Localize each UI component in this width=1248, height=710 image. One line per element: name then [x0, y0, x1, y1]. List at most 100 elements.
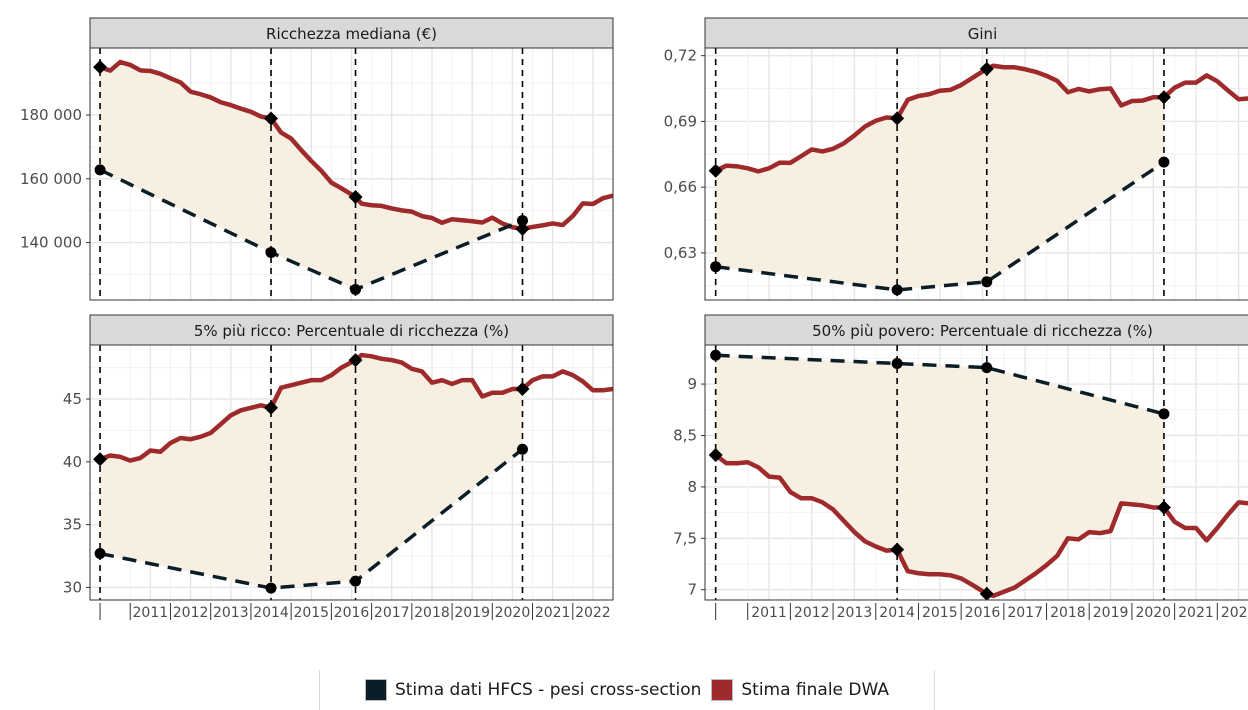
- hfcs-line: [99, 447, 524, 590]
- dwa-marker: [348, 353, 363, 368]
- y-tick-label: 0,66: [664, 178, 697, 196]
- hfcs-point: [516, 443, 528, 455]
- hfcs-point: [981, 362, 993, 374]
- dwa-marker: [979, 586, 994, 600]
- x-tick-label: 2021: [1178, 605, 1214, 621]
- legend-item-dwa: Stima finale DWA: [711, 679, 889, 701]
- hfcs-point: [94, 164, 106, 176]
- dwa-marker: [890, 542, 905, 557]
- plot-area: [705, 48, 1248, 300]
- dwa-marker: [515, 221, 530, 236]
- hfcs-point: [710, 261, 722, 273]
- hfcs-point: [516, 215, 528, 227]
- panel-title: 5% più ricco: Percentuale di ricchezza (…: [194, 322, 509, 340]
- y-tick-label: 40: [63, 453, 82, 471]
- x-tick-label: 2013: [837, 605, 873, 621]
- y-tick-label: 0,72: [664, 47, 697, 65]
- hfcs-point: [1158, 408, 1170, 420]
- x-tick-label: 2014: [879, 605, 915, 621]
- panel-title: Gini: [968, 25, 997, 43]
- legend-item-hfcs: Stima dati HFCS - pesi cross-section: [364, 679, 702, 701]
- x-tick-label: 2017: [374, 605, 410, 621]
- panel-strip: [704, 17, 1248, 49]
- x-tick-label: 2021: [535, 605, 571, 621]
- x-tick-label: 2018: [1050, 605, 1086, 621]
- hfcs-line: [99, 168, 524, 292]
- x-tick-label: 2012: [173, 605, 209, 621]
- hfcs-line: [715, 160, 1165, 292]
- plot-area: [90, 345, 613, 600]
- hfcs-point: [1158, 156, 1170, 168]
- dwa-marker: [708, 163, 723, 178]
- y-tick-label: 180 000: [20, 106, 82, 124]
- y-tick-label: 8: [687, 478, 697, 496]
- y-tick-label: 160 000: [20, 170, 82, 188]
- legend-key-dwa: [711, 679, 734, 701]
- panel-border: [89, 344, 614, 601]
- x-tick-label: 2020: [495, 605, 531, 621]
- x-tick-label: 2017: [1007, 605, 1043, 621]
- y-tick-label: 7: [687, 581, 697, 599]
- x-tick-label: 2012: [794, 605, 830, 621]
- x-tick-label: 2014: [253, 605, 289, 621]
- legend: Stima dati HFCS - pesi cross-section Sti…: [319, 670, 935, 710]
- hfcs-point: [981, 276, 993, 288]
- panel-top5-share: 5% più ricco: Percentuale di ricchezza (…: [63, 314, 614, 621]
- hfcs-point: [265, 582, 277, 594]
- y-tick-label: 140 000: [20, 234, 82, 252]
- ribbon-area: [100, 62, 523, 290]
- legend-key-hfcs: [364, 679, 387, 701]
- x-tick-label: 2019: [1093, 605, 1129, 621]
- x-tick-label: 2015: [922, 605, 958, 621]
- y-tick-label: 0,63: [664, 244, 697, 262]
- x-tick-label: 2016: [965, 605, 1001, 621]
- x-tick-label: 2011: [751, 605, 787, 621]
- ribbon-area: [715, 355, 1164, 596]
- y-tick-label: 45: [63, 390, 82, 408]
- x-tick-label: 2020: [1135, 605, 1171, 621]
- dwa-marker: [1156, 500, 1171, 515]
- ribbon-area: [715, 65, 1164, 290]
- ribbon-area: [100, 355, 523, 589]
- panel-border: [89, 47, 614, 301]
- y-tick-label: 7,5: [673, 529, 697, 547]
- hfcs-point: [891, 358, 903, 370]
- dwa-marker: [515, 381, 530, 396]
- dwa-marker: [708, 448, 723, 463]
- dwa-marker: [264, 400, 279, 415]
- x-tick-label: 2011: [133, 605, 169, 621]
- dwa-marker: [93, 60, 108, 75]
- hfcs-point: [94, 548, 106, 560]
- x-tick-label: 2022: [575, 605, 611, 621]
- hfcs-point: [350, 575, 362, 587]
- legend-label-dwa: Stima finale DWA: [741, 680, 890, 700]
- plot-area: [90, 48, 613, 300]
- panel-title: Ricchezza mediana (€): [266, 25, 437, 43]
- panel-strip: [89, 17, 614, 49]
- panel-strip: [89, 314, 614, 346]
- dwa-marker: [890, 111, 905, 126]
- hfcs-point: [710, 349, 722, 361]
- x-tick-label: 2013: [213, 605, 249, 621]
- panel-gini: Gini 0,63 0,66 0,69 0,72: [664, 17, 1248, 301]
- x-tick-label: 2022: [1221, 605, 1248, 621]
- y-tick-label: 0,69: [664, 112, 697, 130]
- panel-border: [704, 344, 1248, 601]
- legend-label-hfcs: Stima dati HFCS - pesi cross-section: [394, 680, 702, 700]
- x-tick-label: 2016: [334, 605, 370, 621]
- dwa-marker: [1156, 90, 1171, 105]
- x-tick-label: 2018: [414, 605, 450, 621]
- dwa-marker: [348, 189, 363, 204]
- y-tick-label: 8,5: [673, 426, 697, 444]
- y-tick-label: 35: [63, 516, 82, 534]
- panel-border: [704, 47, 1248, 301]
- dwa-marker: [264, 111, 279, 126]
- panel-bottom50-share: 50% più povero: Percentuale di ricchezza…: [673, 314, 1248, 621]
- hfcs-point: [265, 246, 277, 258]
- y-tick-label: 30: [63, 578, 82, 596]
- x-tick-label: 2019: [454, 605, 490, 621]
- hfcs-point: [891, 284, 903, 296]
- x-tick-label: 2015: [293, 605, 329, 621]
- dwa-marker: [93, 452, 108, 467]
